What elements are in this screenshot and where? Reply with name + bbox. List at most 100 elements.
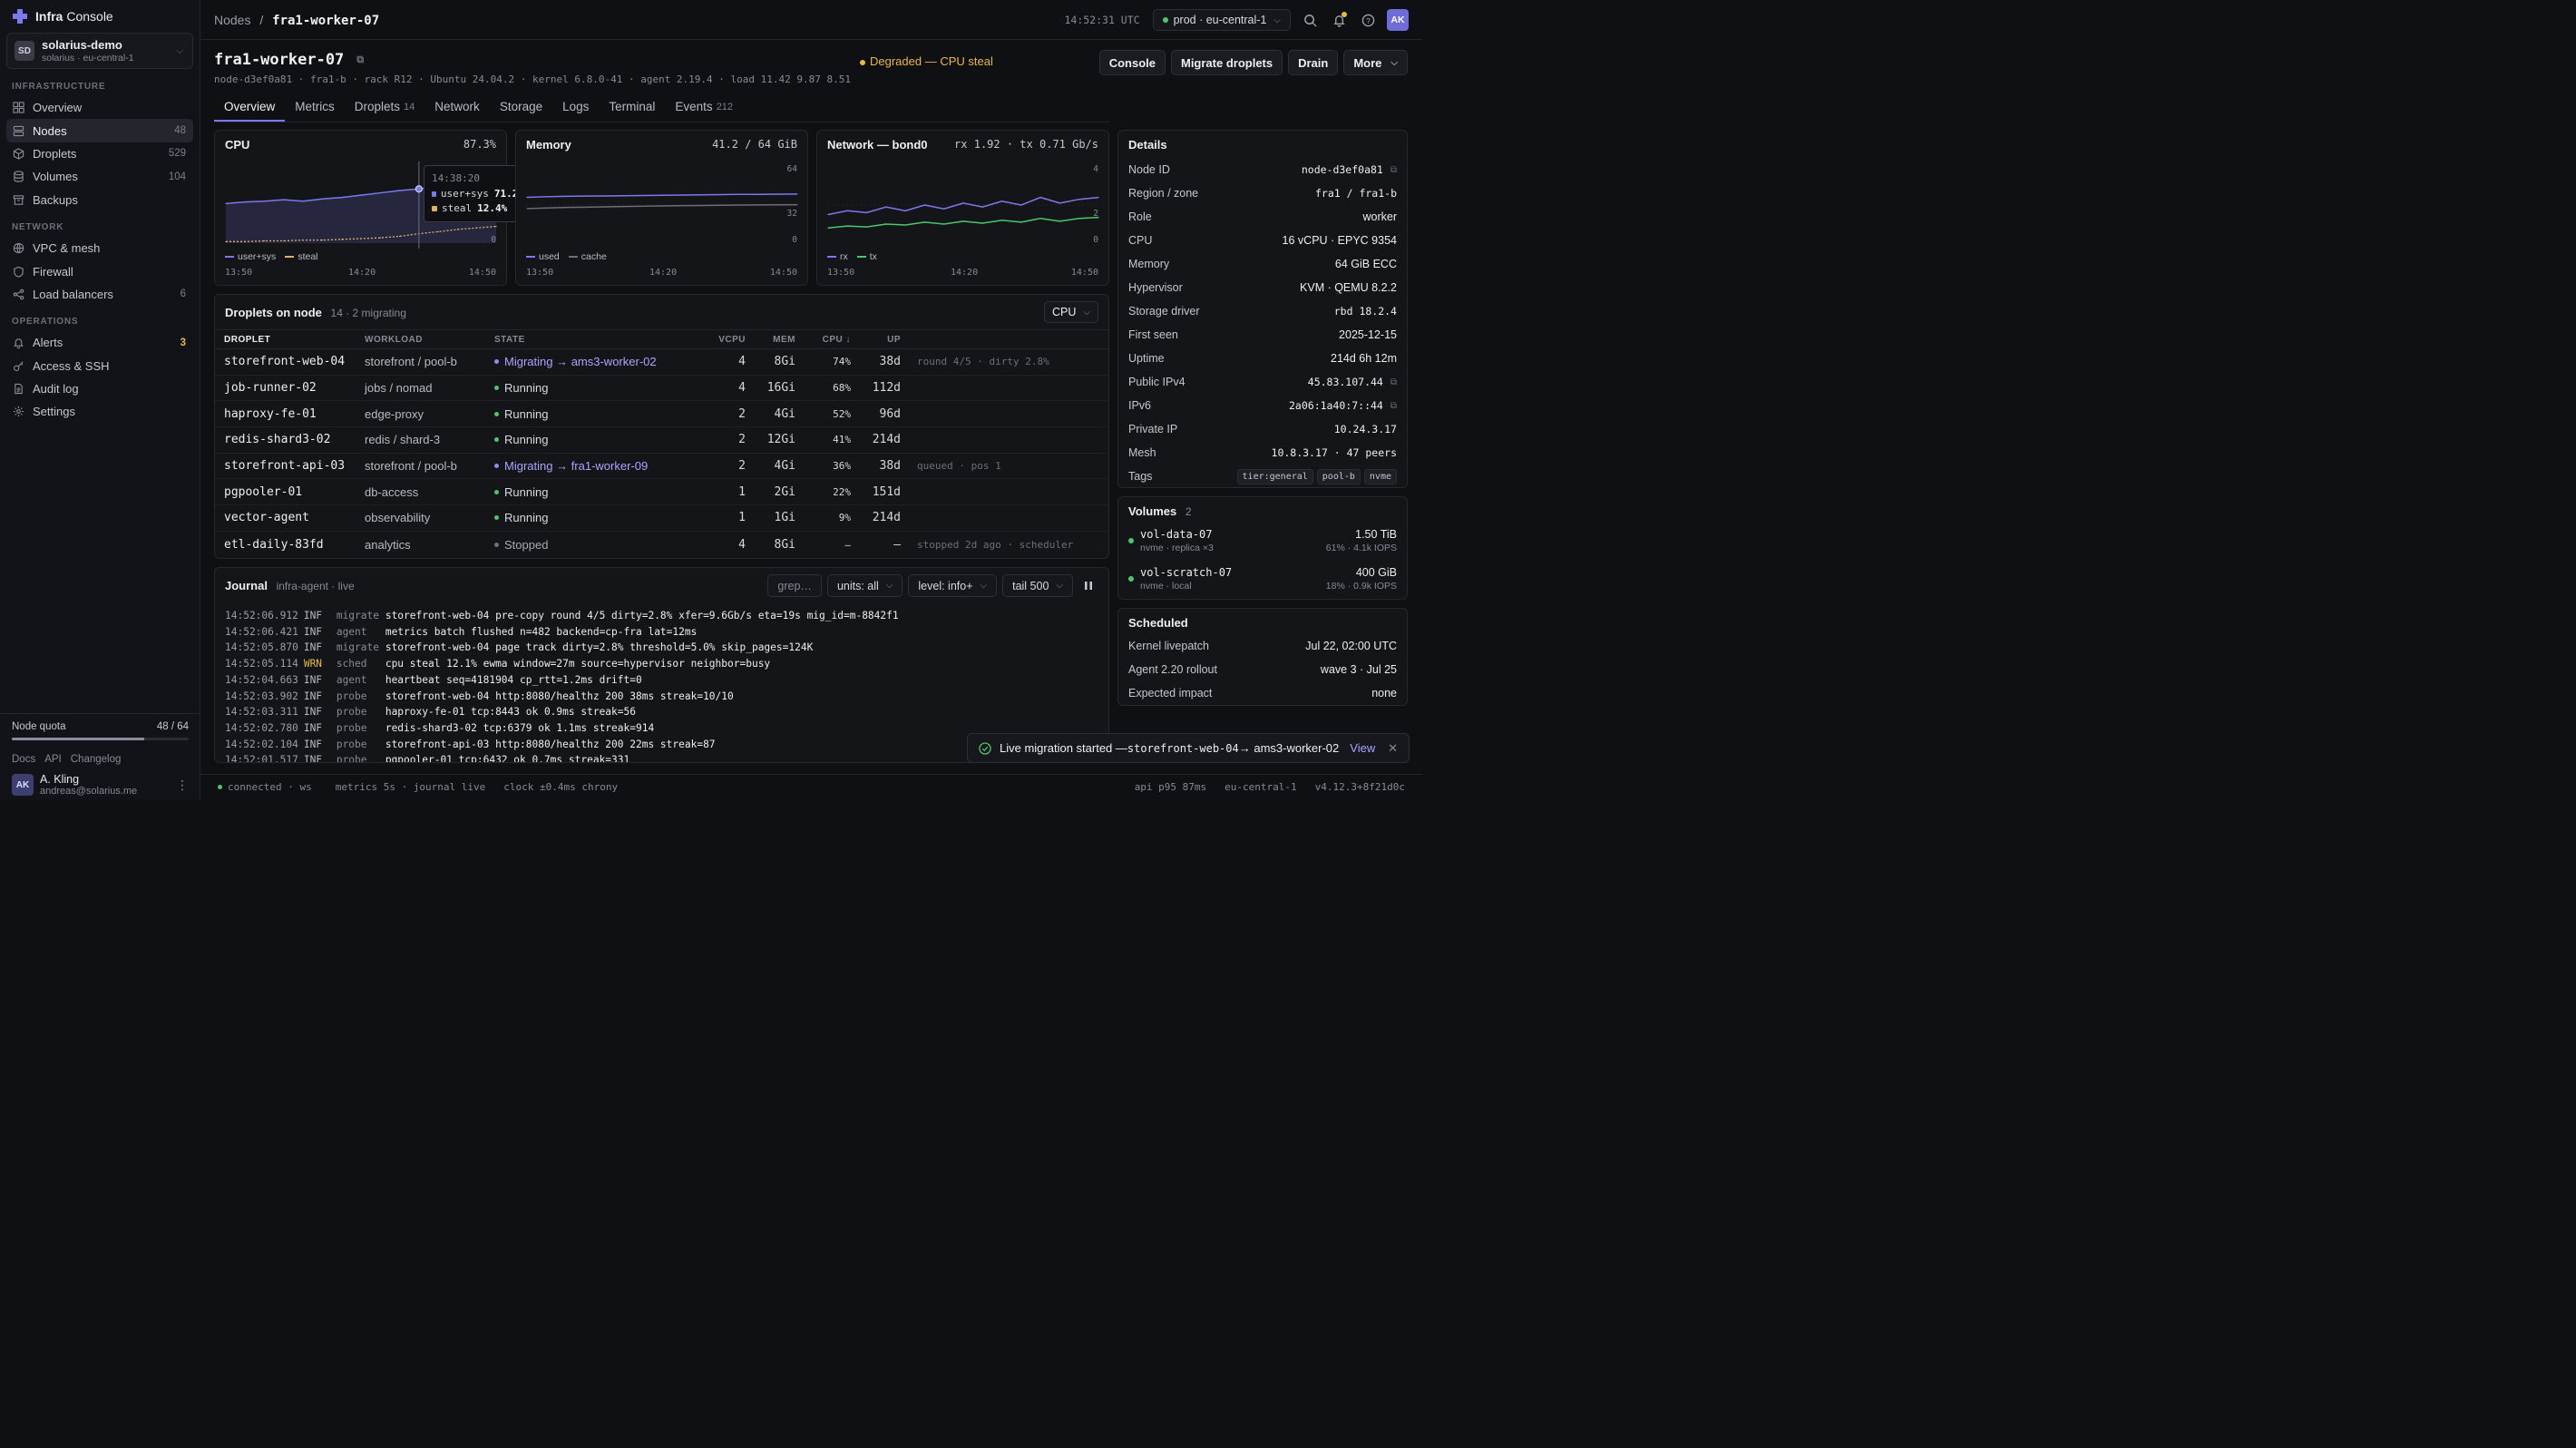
sidebar-item-droplets[interactable]: Droplets 529 [6,142,193,165]
grid-icon [12,102,24,114]
droplet-name[interactable]: storefront-web-04 [224,355,346,369]
link-api[interactable]: API [44,754,62,765]
legend-label: user+sys [238,251,277,262]
sidebar-item-volumes[interactable]: Volumes 104 [6,165,193,188]
state-dot [494,489,499,494]
tab-storage[interactable]: Storage [490,92,552,122]
volume-item[interactable]: vol-data-07 nvme · replica ×3 1.50 TiB 61% … [1118,522,1407,560]
pause-icon[interactable] [1078,574,1098,597]
sidebar-item-nodes[interactable]: Nodes 48 [6,119,193,142]
table-row[interactable]: vector-agent observability Running 1 1Gi 9% 21… [215,505,1108,532]
table-row[interactable]: storefront-web-04 storefront / pool-b Migr… [215,349,1108,376]
table-row[interactable]: etl-daily-83fd analytics Stopped 4 8Gi — — stop… [215,532,1108,558]
tab-logs[interactable]: Logs [552,92,599,122]
sort-selector[interactable]: CPU ⌵ [1044,301,1098,323]
search-icon[interactable] [1300,10,1320,30]
tag-chip[interactable]: pool-b [1316,468,1361,484]
tab-events[interactable]: Events 212 [665,92,743,122]
droplet-state[interactable]: Migrating → ams3-worker-02 [494,355,696,368]
tab-metrics[interactable]: Metrics [285,92,345,122]
sidebar-item-settings[interactable]: Settings [6,400,193,423]
sidebar-item-audit-log[interactable]: Audit log [6,377,193,400]
column-header[interactable]: STATE [494,334,525,345]
copy-icon[interactable]: ⧉ [1390,400,1397,411]
droplet-name[interactable]: vector-agent [224,511,309,525]
tag-chip[interactable]: nvme [1363,468,1397,484]
user-avatar-top[interactable]: AK [1387,9,1409,31]
copy-icon[interactable]: ⧉ [1390,377,1397,387]
environment-selector[interactable]: prod · eu-central-1 ⌵ [1152,9,1291,31]
sidebar-item-load-balancers[interactable]: Load balancers 6 [6,283,193,306]
workspace-switcher[interactable]: SD solarius-demo solarius · eu-central-1… [6,33,193,69]
tab-overview[interactable]: Overview [214,92,286,122]
column-header[interactable]: CPU ↓ [822,334,851,345]
console-button[interactable]: Console [1098,50,1166,75]
notification-dot [1342,12,1347,17]
table-row[interactable]: haproxy-fe-01 edge-proxy Running 2 4Gi 52% 96d [215,401,1108,428]
sidebar-item-count: 529 [168,148,186,160]
column-header[interactable]: DROPLET [224,334,271,345]
log-source: probe [336,706,367,719]
column-header[interactable]: VCPU [718,334,746,345]
globe-icon [12,242,24,255]
droplet-name[interactable]: job-runner-02 [224,381,317,396]
column-header[interactable]: UP [887,334,901,345]
log-message: cpu steal 12.1% ewma window=27m source=h… [385,658,771,670]
copy-icon[interactable]: ⧉ [1390,164,1397,175]
user-menu[interactable]: AK A. Kling andreas@solarius.me ⋮ [12,773,189,797]
link-changelog[interactable]: Changelog [70,754,122,765]
copy-icon[interactable]: ⧉ [356,54,365,65]
toast-view-link[interactable]: View [1350,741,1376,755]
migrate-droplets-button[interactable]: Migrate droplets [1170,50,1283,75]
more-button[interactable]: More ⌵ [1343,50,1408,75]
sidebar-item-overview[interactable]: Overview [6,96,193,119]
table-row[interactable]: redis-shard3-02 redis / shard-3 Running 2 12… [215,427,1108,454]
breadcrumb-root[interactable]: Nodes [214,13,251,27]
data-point [263,240,266,242]
droplet-name[interactable]: haproxy-fe-01 [224,406,317,421]
link-docs[interactable]: Docs [12,754,36,765]
sidebar-item-vpc-mesh[interactable]: VPC & mesh [6,237,193,259]
table-row[interactable]: storefront-api-03 storefront / pool-b Migr… [215,454,1108,480]
close-icon[interactable]: ✕ [1388,740,1398,755]
detail-row: Storage driver rbd 18.2.4 [1118,299,1407,323]
help-icon[interactable]: ? [1358,10,1378,30]
bell-icon[interactable] [1329,10,1349,30]
droplet-name[interactable]: redis-shard3-02 [224,433,331,447]
droplet-name[interactable]: etl-daily-83fd [224,537,324,552]
data-point [885,206,887,208]
detail-value-text: worker [1362,210,1397,223]
volume-item[interactable]: vol-scratch-07 nvme · local 400 GiB 18% · 0… [1118,560,1407,598]
tab-network[interactable]: Network [424,92,490,122]
sort-label: CPU [1052,306,1077,318]
tab-terminal[interactable]: Terminal [599,92,665,122]
column-header[interactable]: MEM [773,334,795,345]
level-selector[interactable]: level: info+ ⌵ [908,574,998,597]
table-row[interactable]: pgpooler-01 db-access Running 1 2Gi 22% 151d [215,479,1108,506]
memory-chart[interactable] [516,131,809,287]
tab-droplets[interactable]: Droplets 14 [345,92,425,122]
sidebar-item-alerts[interactable]: Alerts 3 [6,331,193,354]
grep-input[interactable]: grep… [767,574,822,597]
sidebar-item-firewall[interactable]: Firewall [6,259,193,282]
more-vertical-icon[interactable]: ⋮ [176,777,189,792]
droplet-note: queued · pos 1 [917,460,1001,473]
tail-selector[interactable]: tail 500 ⌵ [1002,574,1073,597]
sidebar-item-access-ssh[interactable]: Access & SSH [6,355,193,377]
network-chart[interactable] [817,131,1110,287]
droplet-state[interactable]: Migrating → fra1-worker-09 [494,459,696,473]
table-row[interactable]: job-runner-02 jobs / nomad Running 4 16Gi 68%… [215,376,1108,402]
droplet-workload: jobs / nomad [365,381,433,396]
data-point [379,237,381,239]
droplet-name[interactable]: pgpooler-01 [224,484,303,499]
tag-chip[interactable]: tier:general [1236,468,1313,484]
data-point [526,196,528,199]
droplet-name[interactable]: storefront-api-03 [224,459,346,474]
column-header[interactable]: WORKLOAD [365,334,423,345]
app-logo[interactable]: Infra Console [0,0,200,33]
journal-log[interactable]: 14:52:06.912 INF migrate storefront-web-04 … [225,608,1098,762]
table-body: storefront-web-04 storefront / pool-b Migr… [215,349,1108,558]
drain-button[interactable]: Drain [1288,50,1339,75]
units-selector[interactable]: units: all ⌵ [826,574,903,597]
sidebar-item-backups[interactable]: Backups [6,189,193,211]
